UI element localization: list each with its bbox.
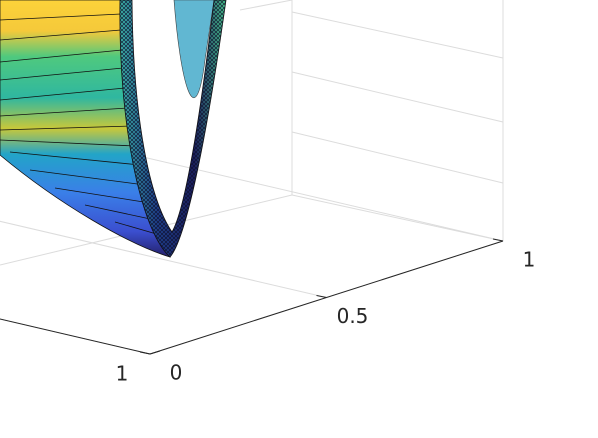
grid-line: [0, 220, 327, 298]
y-tick-label: 0: [170, 361, 183, 385]
wall-edge: [291, 194, 504, 242]
surface-edges: [0, 13, 161, 236]
wall-grid: [291, 131, 504, 184]
surface-face: [0, 0, 171, 258]
y-tick: [316, 295, 327, 298]
wall-grid: [291, 11, 504, 59]
wall-grid: [291, 71, 504, 123]
y-tick-label: 0.5: [337, 304, 369, 328]
y-tick-label: 1: [523, 248, 536, 272]
surface: [0, 0, 227, 258]
y-tick: [492, 238, 504, 242]
x-tick-label: 1: [116, 362, 129, 386]
y-tick: [139, 351, 151, 355]
x-axis: [0, 318, 151, 355]
x-tick: [149, 350, 161, 355]
surface-mesh: [119, 0, 226, 257]
wall-grid: [239, 0, 293, 11]
surface-inner: [173, 0, 215, 99]
back-wall: [0, 0, 504, 266]
